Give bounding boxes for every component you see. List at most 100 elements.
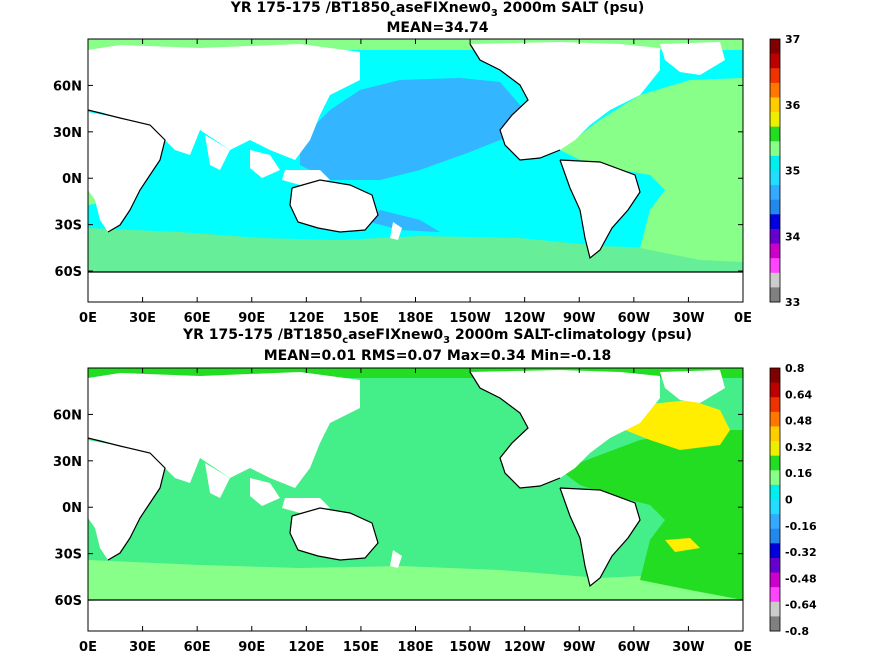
cbar1-swatch: [770, 170, 780, 186]
cbar1-label: 35: [785, 165, 800, 178]
bottom-x-tick-label: 60E: [184, 640, 211, 655]
bottom-map: [88, 368, 743, 631]
cbar2-label: 0.32: [785, 441, 812, 454]
top-x-tick-label: 90E: [238, 311, 265, 326]
top-y-tick-label: 30S: [55, 219, 82, 234]
cbar1-swatch: [770, 112, 780, 128]
cbar2-swatch: [770, 470, 780, 486]
top-y-tick-label: 30N: [53, 126, 82, 141]
top-map: [88, 39, 743, 302]
cbar2-label: 0.16: [785, 467, 812, 480]
cbar2-swatch: [770, 514, 780, 530]
bottom-coastlines: [88, 371, 743, 601]
top-x-tick-label: 60W: [618, 311, 650, 326]
cbar1-label: 36: [785, 99, 801, 112]
cbar2-swatch: [770, 557, 780, 574]
cbar2-swatch: [770, 616, 780, 632]
bottom-x-tick-label: 30W: [672, 640, 704, 655]
bottom-x-tick-label: 90W: [563, 640, 595, 655]
top-x-tick-label: 0E: [79, 311, 97, 326]
bottom-x-tick-label: 120E: [288, 640, 324, 655]
axes-ticks: 0E 30E 60E 90E 120E 150E 180E 150W 120W 90W 60W 30W…: [53, 39, 752, 655]
cbar2-swatch: [770, 528, 780, 544]
top-southern-band: [88, 228, 743, 272]
bottom-x-tick-label: 0E: [734, 640, 752, 655]
cbar2-label: 0.48: [785, 415, 812, 428]
cbar2-swatch: [770, 397, 780, 413]
cbar2-label: 0.8: [785, 362, 805, 375]
bottom-atlantic-region: [560, 430, 743, 600]
cbar1-swatch: [770, 243, 780, 259]
top-x-tick-label: 120W: [504, 311, 545, 326]
top-colorbar: 37 36 35 34 33: [769, 33, 801, 309]
bottom-x-tick-label: 150W: [449, 640, 490, 655]
cbar2-label: -0.64: [785, 599, 817, 612]
cbar2-label: -0.8: [785, 625, 809, 638]
bottom-x-tick-label: 180E: [397, 640, 433, 655]
cbar2-swatch: [770, 441, 780, 457]
bottom-x-tick-label: 90E: [238, 640, 265, 655]
bottom-y-tick-label: 60S: [55, 594, 82, 609]
top-x-tick-label: 0E: [734, 311, 752, 326]
cbar1-swatch: [770, 185, 780, 201]
top-x-tick-label: 150E: [343, 311, 379, 326]
bottom-colorbar: 0.8 0.64 0.48 0.32 0.16 0 -0.16 -0.32 -0.48 -0.64…: [769, 362, 817, 638]
cbar1-swatch: [770, 155, 780, 171]
cbar2-swatch: [770, 587, 780, 603]
cbar1-label: 37: [785, 33, 800, 46]
bottom-panel-title: YR 175-175 /BT1850caseFIXnew03 2000m SAL…: [182, 327, 693, 346]
top-x-tick-label: 150W: [449, 311, 490, 326]
cbar1-swatch: [770, 258, 780, 274]
cbar1-label: 33: [785, 296, 800, 309]
cbar2-label: 0.64: [785, 388, 812, 401]
top-x-tick-label: 30E: [129, 311, 156, 326]
bottom-x-tick-label: 120W: [504, 640, 545, 655]
cbar1-swatch: [770, 68, 780, 84]
cbar2-swatch: [770, 484, 780, 500]
cbar2-swatch: [770, 601, 780, 617]
cbar1-swatch: [770, 97, 780, 113]
top-x-tick-label: 30W: [672, 311, 704, 326]
top-north-pacific-pool: [300, 78, 530, 180]
top-coastlines: [88, 43, 743, 273]
top-y-tick-label: 60N: [53, 79, 82, 94]
top-panel-title: YR 175-175 /BT1850caseFIXnew03 2000m SAL…: [230, 0, 645, 19]
top-tasman-patch: [370, 210, 440, 232]
bottom-y-tick-label: 30N: [53, 455, 82, 470]
cbar1-label: 34: [785, 230, 801, 243]
top-x-tick-label: 60E: [184, 311, 211, 326]
cbar2-swatch: [770, 543, 780, 559]
cbar2-label: 0: [785, 494, 793, 507]
cbar2-swatch: [770, 426, 780, 442]
bottom-panel-stats: MEAN=0.01 RMS=0.07 Max=0.34 Min=-0.18: [263, 348, 612, 364]
cbar2-swatch: [770, 411, 780, 427]
bottom-x-tick-label: 150E: [343, 640, 379, 655]
cbar2-swatch: [770, 368, 780, 384]
bottom-south-atlantic-anomaly: [665, 538, 700, 552]
cbar2-label: -0.32: [785, 546, 817, 559]
top-x-tick-label: 180E: [397, 311, 433, 326]
cbar1-swatch: [770, 228, 780, 245]
bottom-x-tick-label: 30E: [129, 640, 156, 655]
cbar2-frame: [769, 367, 781, 632]
bottom-southern-band: [88, 560, 743, 600]
top-atlantic-region: [560, 78, 743, 262]
top-x-tick-label: 90W: [563, 311, 595, 326]
cbar1-swatch: [770, 287, 780, 303]
cbar1-frame: [769, 38, 781, 303]
cbar2-swatch: [770, 455, 780, 471]
bottom-y-tick-label: 0N: [62, 501, 82, 516]
bottom-x-tick-label: 60W: [618, 640, 650, 655]
cbar2-swatch: [770, 499, 780, 515]
cbar1-swatch: [770, 126, 780, 142]
top-panel-stats: MEAN=34.74: [386, 20, 489, 36]
cbar1-swatch: [770, 272, 780, 288]
cbar2-label: -0.48: [785, 572, 817, 585]
cbar2-swatch: [770, 572, 780, 588]
top-y-tick-label: 60S: [55, 265, 82, 280]
bottom-x-tick-label: 0E: [79, 640, 97, 655]
top-y-tick-label: 0N: [62, 172, 82, 187]
cbar2-swatch: [770, 382, 780, 398]
cbar2-label: -0.16: [785, 520, 817, 533]
